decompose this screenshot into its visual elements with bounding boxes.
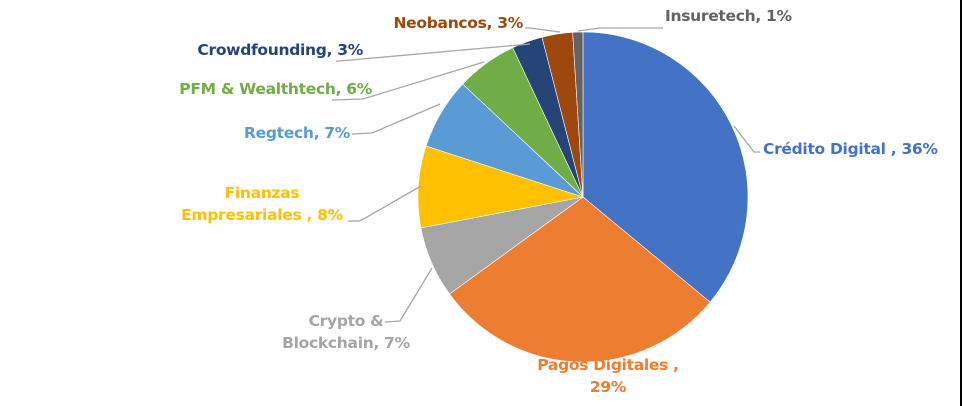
label-regtech: Regtech, 7%: [244, 124, 350, 142]
leader-lines: [331, 27, 760, 323]
leader-line-regtech: [351, 103, 441, 135]
label-insuretech: Insuretech, 1%: [665, 7, 792, 25]
pie-slice-cr-dito-digital: [582, 31, 749, 303]
label-crypto-line1: Crypto &: [308, 312, 384, 330]
label-crypto-blockchain: Crypto & Blockchain, 7%: [268, 310, 424, 354]
label-pagos-line2: 29%: [589, 378, 627, 396]
label-crypto-line2: Blockchain, 7%: [282, 334, 410, 352]
right-border-line: [960, 0, 962, 406]
leader-line-neobancos: [525, 27, 561, 33]
leader-line-pfm: [331, 61, 485, 101]
label-neobancos: Neobancos, 3%: [393, 14, 524, 32]
label-credito-digital: Crédito Digital , 36%: [763, 140, 938, 158]
leader-line-crypto: [384, 267, 433, 323]
label-finanzas-line1: Finanzas: [224, 184, 300, 202]
label-pagos-digitales: Pagos Digitales , 29%: [520, 354, 696, 398]
label-finanzas-empresariales: Finanzas Empresariales , 8%: [178, 182, 346, 226]
pie-slice-pagos-digitales: [449, 196, 711, 363]
leader-line-credito: [733, 125, 760, 153]
label-pagos-line1: Pagos Digitales ,: [537, 356, 679, 374]
label-finanzas-line2: Empresariales , 8%: [181, 206, 343, 224]
label-crowdfounding: Crowdfounding, 3%: [197, 41, 363, 59]
pie-slices: [417, 31, 749, 363]
label-pfm-wealthtech: PFM & Wealthtech, 6%: [179, 80, 372, 98]
pie-slice-insuretech: [572, 31, 584, 198]
leader-line-finanzas: [348, 185, 422, 222]
leader-line-insuretech: [577, 27, 663, 32]
leader-line-crowdfounding: [336, 43, 531, 62]
